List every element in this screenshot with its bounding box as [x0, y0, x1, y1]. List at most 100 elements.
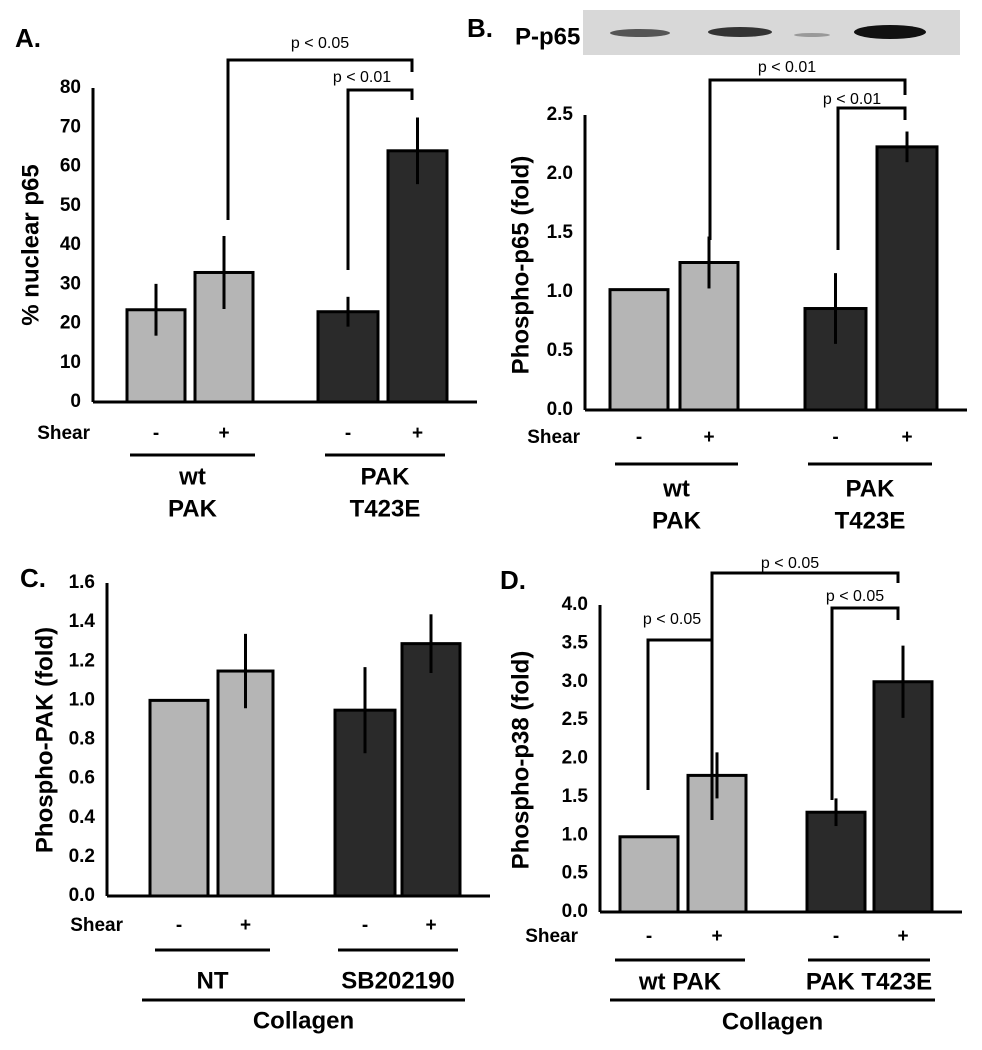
shear-label: Shear: [525, 926, 578, 947]
shear-tick-label: -: [362, 915, 368, 936]
y-tick-label: 1.6: [69, 572, 95, 593]
bar: [618, 835, 680, 914]
significance-label: p < 0.01: [758, 59, 816, 76]
y-axis-label: Phospho-p65 (fold): [507, 156, 534, 375]
y-tick-label: 60: [60, 156, 81, 177]
significance-label: p < 0.01: [333, 69, 391, 86]
y-tick-label: 1.2: [69, 650, 95, 671]
y-tick-label: 0.6: [69, 768, 95, 789]
panel-label: D.: [500, 565, 526, 595]
significance-bracket: [836, 106, 907, 250]
significance-label: p < 0.05: [643, 611, 701, 628]
shear-tick-label: +: [901, 427, 912, 448]
shear-tick-label: +: [240, 915, 251, 936]
significance-bracket: [226, 58, 414, 220]
y-tick-label: 0.0: [547, 399, 573, 420]
shear-tick-label: +: [897, 926, 908, 947]
panel-label: A.: [15, 23, 41, 53]
shear-tick-label: -: [345, 423, 351, 444]
y-tick-label: 0.4: [69, 807, 96, 828]
shear-tick-label: +: [703, 427, 714, 448]
panel-label: C.: [20, 563, 46, 593]
y-tick-label: 20: [60, 313, 81, 334]
y-tick-label: 1.0: [69, 689, 95, 710]
significance-bracket: [710, 571, 900, 820]
group-label: T423E: [835, 507, 906, 534]
y-tick-label: 40: [60, 234, 81, 255]
shear-label: Shear: [527, 427, 580, 448]
y-tick-label: 0: [70, 391, 81, 412]
western-blot: [583, 10, 960, 55]
significance-bracket: [708, 78, 907, 240]
shear-tick-label: +: [412, 423, 423, 444]
y-tick-label: 0.2: [69, 846, 95, 867]
blot-band: [610, 29, 670, 37]
y-tick-label: 1.4: [69, 611, 96, 632]
bar: [216, 669, 275, 898]
shear-tick-label: -: [646, 926, 652, 947]
significance-bracket: [346, 88, 414, 270]
group-label: PAK: [361, 463, 411, 490]
shear-tick-label: -: [636, 427, 642, 448]
significance-label: p < 0.05: [761, 555, 819, 572]
shear-tick-label: -: [832, 427, 838, 448]
blot-label: P-p65: [515, 23, 580, 50]
group-label: PAK: [846, 475, 896, 502]
shear-tick-label: -: [833, 926, 839, 947]
group-label: wt: [178, 463, 206, 490]
y-tick-label: 0.0: [562, 901, 588, 922]
y-tick-label: 3.5: [562, 632, 589, 653]
panel-label: B.: [467, 13, 493, 43]
y-axis-label: Phospho-p38 (fold): [507, 651, 534, 870]
y-tick-label: 1.0: [547, 281, 573, 302]
bar: [608, 288, 670, 412]
super-group-label: Collagen: [253, 1007, 354, 1034]
group-label: T423E: [350, 495, 421, 522]
group-label: NT: [197, 967, 229, 994]
bar: [872, 680, 934, 914]
significance-label: p < 0.01: [823, 91, 881, 108]
bar: [386, 149, 449, 404]
y-tick-label: 2.0: [547, 163, 573, 184]
y-axis-label: % nuclear p65: [17, 164, 44, 325]
y-tick-label: 2.0: [562, 748, 588, 769]
shear-tick-label: +: [711, 926, 722, 947]
bar: [148, 698, 210, 898]
y-tick-label: 10: [60, 352, 81, 373]
y-tick-label: 0.0: [69, 885, 95, 906]
blot-band: [854, 25, 926, 39]
blot-band: [794, 33, 830, 37]
group-label: PAK T423E: [806, 968, 932, 995]
bar: [333, 708, 397, 898]
y-tick-label: 50: [60, 195, 81, 216]
group-label: PAK: [652, 507, 702, 534]
y-tick-label: 1.5: [562, 786, 589, 807]
y-tick-label: 2.5: [562, 709, 589, 730]
super-group-label: Collagen: [722, 1008, 823, 1035]
shear-tick-label: -: [176, 915, 182, 936]
shear-label: Shear: [70, 915, 123, 936]
y-tick-label: 30: [60, 273, 81, 294]
significance-bracket: [830, 606, 900, 800]
y-tick-label: 0.8: [69, 729, 95, 750]
y-tick-label: 1.0: [562, 824, 588, 845]
shear-tick-label: +: [218, 423, 229, 444]
y-tick-label: 4.0: [562, 594, 588, 615]
bar: [805, 810, 867, 914]
y-tick-label: 1.5: [547, 222, 574, 243]
significance-bracket: [646, 638, 714, 790]
y-tick-label: 3.0: [562, 671, 588, 692]
y-tick-label: 0.5: [562, 863, 589, 884]
shear-label: Shear: [37, 423, 90, 444]
group-label: PAK: [168, 495, 218, 522]
y-tick-label: 70: [60, 116, 81, 137]
y-tick-label: 80: [60, 77, 81, 98]
group-label: wt PAK: [638, 968, 722, 995]
blot-band: [708, 27, 772, 37]
shear-tick-label: -: [153, 423, 159, 444]
y-tick-label: 2.5: [547, 104, 574, 125]
bar: [875, 145, 939, 412]
bar: [400, 642, 462, 898]
significance-label: p < 0.05: [826, 588, 884, 605]
